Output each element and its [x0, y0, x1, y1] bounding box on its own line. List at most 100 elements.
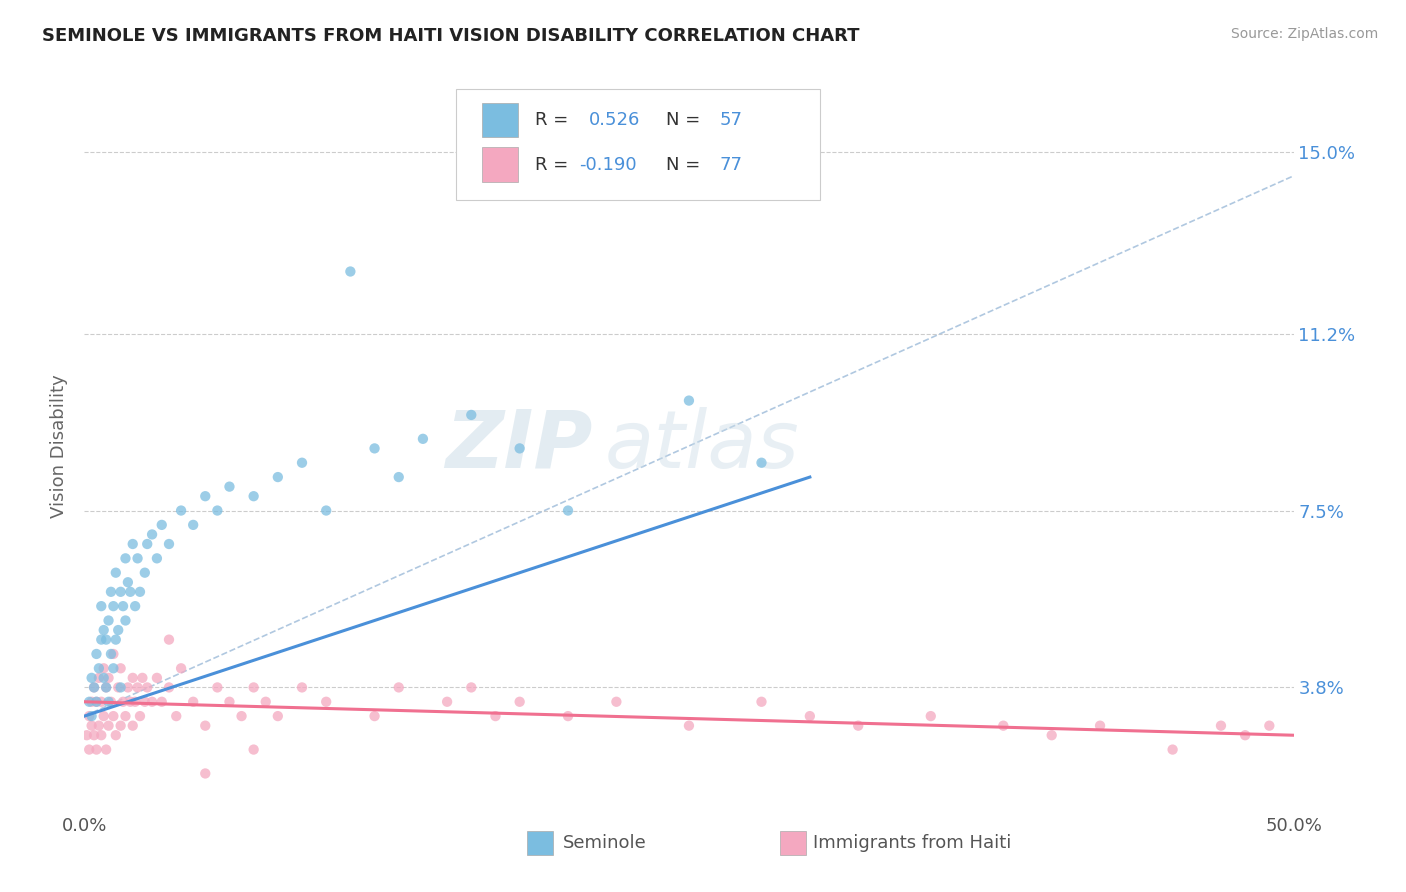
Point: [194, 489, 217, 503]
Point: [436, 695, 458, 709]
Point: [1040, 728, 1063, 742]
Text: ZIP: ZIP: [444, 407, 592, 485]
Point: [114, 614, 136, 628]
Point: [103, 599, 125, 614]
Point: [194, 766, 217, 780]
Point: [107, 681, 129, 695]
Point: [207, 681, 229, 695]
Point: [121, 719, 143, 733]
Point: [1161, 742, 1184, 756]
Point: [339, 264, 361, 278]
Point: [1209, 719, 1232, 733]
Point: [83, 681, 105, 695]
Point: [93, 623, 115, 637]
Point: [157, 537, 180, 551]
Text: R =: R =: [536, 156, 575, 174]
Point: [181, 695, 204, 709]
Point: [120, 695, 142, 709]
Point: [114, 551, 136, 566]
Point: [112, 695, 135, 709]
Y-axis label: Vision Disability: Vision Disability: [49, 374, 67, 518]
Point: [97, 695, 120, 709]
Point: [80, 709, 103, 723]
Point: [557, 709, 579, 723]
Point: [146, 671, 169, 685]
Point: [165, 709, 187, 723]
Point: [103, 709, 125, 723]
Point: [1088, 719, 1111, 733]
Point: [993, 719, 1015, 733]
Text: N =: N =: [666, 111, 706, 129]
Point: [254, 695, 277, 709]
Point: [170, 503, 193, 517]
Point: [86, 742, 108, 756]
Point: [103, 647, 125, 661]
Point: [141, 695, 163, 709]
Point: [218, 480, 240, 494]
FancyBboxPatch shape: [527, 831, 553, 855]
Point: [86, 695, 108, 709]
Point: [134, 566, 156, 580]
Point: [90, 599, 112, 614]
Point: [90, 695, 112, 709]
Point: [150, 517, 173, 532]
Point: [110, 584, 132, 599]
Point: [242, 681, 264, 695]
Point: [77, 709, 100, 723]
Point: [484, 709, 506, 723]
Point: [104, 728, 127, 742]
Text: 77: 77: [720, 156, 742, 174]
Point: [146, 551, 169, 566]
Point: [93, 709, 115, 723]
FancyBboxPatch shape: [482, 147, 519, 182]
Point: [104, 632, 127, 647]
Point: [83, 681, 105, 695]
Point: [846, 719, 869, 733]
Point: [315, 695, 337, 709]
Point: [100, 695, 122, 709]
Point: [124, 599, 146, 614]
Point: [110, 681, 132, 695]
Point: [751, 695, 773, 709]
Point: [678, 719, 700, 733]
Point: [291, 456, 314, 470]
FancyBboxPatch shape: [456, 89, 820, 200]
Point: [412, 432, 434, 446]
Point: [114, 709, 136, 723]
Point: [93, 661, 115, 675]
Point: [150, 695, 173, 709]
Point: [107, 623, 129, 637]
Point: [76, 728, 98, 742]
Point: [242, 489, 264, 503]
Point: [90, 632, 112, 647]
Text: R =: R =: [536, 111, 581, 129]
Point: [131, 671, 153, 685]
Point: [460, 408, 482, 422]
Point: [97, 719, 120, 733]
Point: [363, 442, 385, 456]
Point: [267, 709, 290, 723]
Point: [90, 728, 112, 742]
Point: [218, 695, 240, 709]
Point: [110, 661, 132, 675]
Point: [100, 647, 122, 661]
Point: [136, 537, 159, 551]
Point: [100, 584, 122, 599]
Point: [112, 599, 135, 614]
Point: [94, 742, 117, 756]
Point: [1234, 728, 1257, 742]
Text: SEMINOLE VS IMMIGRANTS FROM HAITI VISION DISABILITY CORRELATION CHART: SEMINOLE VS IMMIGRANTS FROM HAITI VISION…: [42, 27, 859, 45]
Point: [315, 503, 337, 517]
Point: [87, 661, 110, 675]
Point: [93, 671, 115, 685]
Point: [291, 681, 314, 695]
Point: [97, 671, 120, 685]
Point: [509, 442, 531, 456]
Point: [94, 632, 117, 647]
Point: [80, 671, 103, 685]
Point: [129, 709, 152, 723]
Point: [751, 456, 773, 470]
Point: [80, 695, 103, 709]
FancyBboxPatch shape: [780, 831, 806, 855]
Point: [77, 742, 100, 756]
